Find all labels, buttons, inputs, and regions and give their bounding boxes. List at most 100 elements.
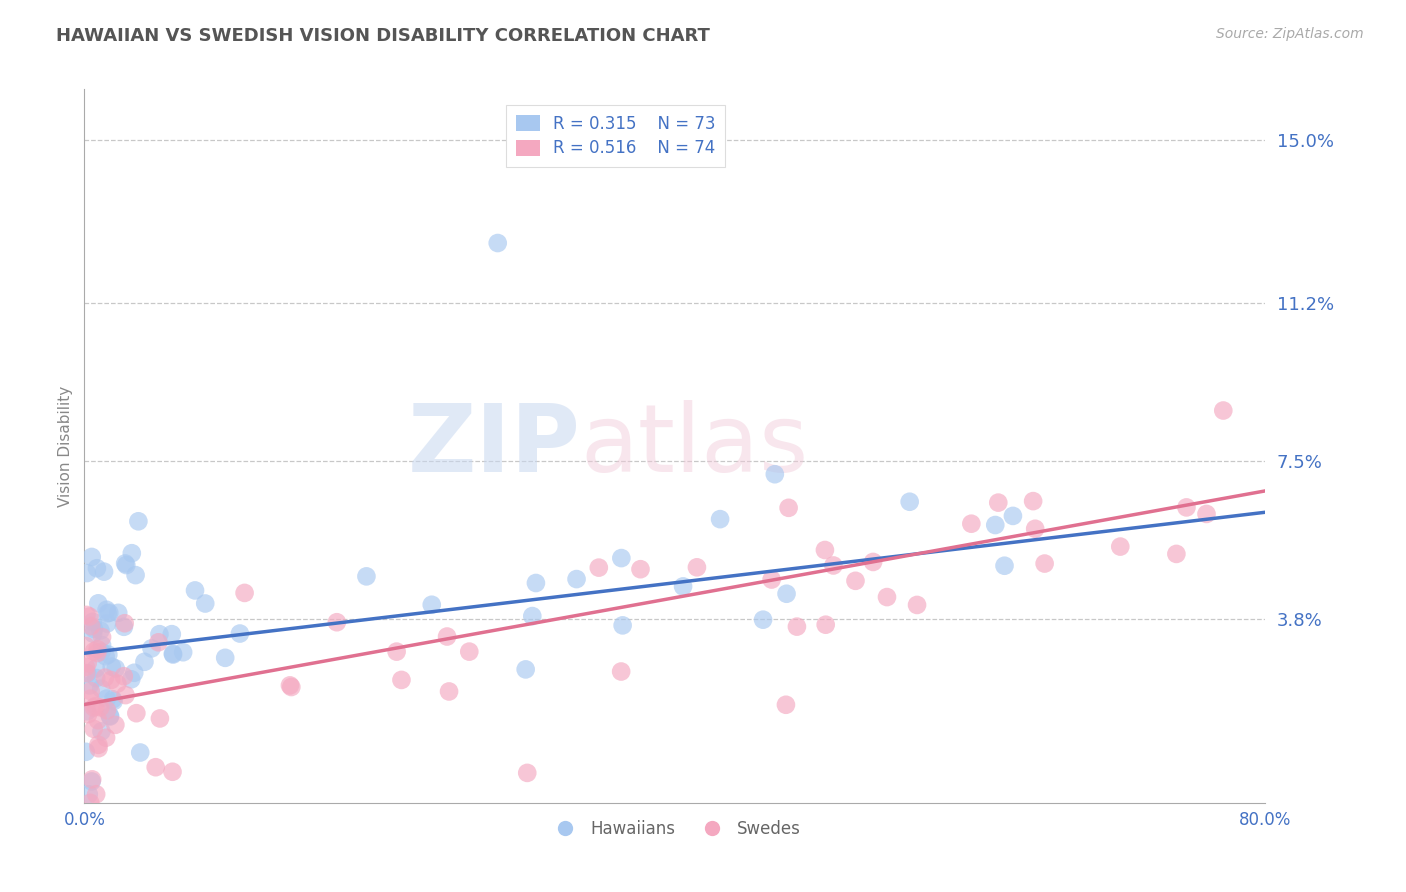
Point (630, 562, 652, 576)
Point (162, 647, 184, 661)
Point (814, 617, 837, 632)
Point (114, 688, 136, 702)
Point (96, 703, 118, 717)
Point (1195, 507, 1218, 521)
Point (86, 561, 108, 575)
Point (524, 576, 547, 591)
Point (326, 615, 349, 630)
Point (77, 707, 100, 722)
Point (80, 549, 103, 564)
Point (82, 626, 104, 640)
Point (129, 746, 152, 760)
Point (84, 661, 107, 675)
Point (76, 666, 98, 681)
Point (103, 694, 125, 708)
Point (610, 665, 633, 679)
Point (98, 606, 121, 620)
Text: ZIP: ZIP (408, 400, 581, 492)
Point (120, 673, 142, 687)
Point (105, 676, 128, 690)
Point (89, 624, 111, 638)
Point (778, 500, 800, 515)
Point (905, 598, 928, 612)
Point (420, 598, 443, 612)
Point (814, 543, 837, 558)
Point (84, 671, 107, 685)
Point (76, 704, 98, 718)
Point (114, 557, 136, 571)
Point (96, 603, 118, 617)
Point (194, 597, 217, 611)
Point (100, 673, 122, 687)
Point (612, 618, 634, 632)
Point (145, 760, 167, 774)
Point (233, 586, 256, 600)
Point (76, 607, 98, 622)
Point (763, 467, 786, 482)
Point (76, 566, 98, 580)
Point (104, 718, 127, 732)
Point (83, 700, 105, 714)
Point (83, 722, 105, 736)
Point (107, 606, 129, 620)
Point (79, 609, 101, 624)
Point (786, 619, 808, 633)
Point (94, 731, 117, 745)
Point (1175, 500, 1198, 515)
Point (77, 787, 100, 801)
Point (101, 692, 124, 706)
Point (84, 787, 107, 801)
Point (86, 642, 108, 657)
Point (104, 661, 127, 675)
Point (97, 648, 120, 662)
Point (86, 646, 108, 660)
Point (112, 669, 135, 683)
Point (115, 558, 138, 572)
Point (83, 644, 105, 658)
Point (149, 711, 172, 725)
Point (75, 639, 97, 653)
Point (219, 867, 242, 881)
Point (565, 572, 588, 586)
Legend: Hawaiians, Swedes: Hawaiians, Swedes (543, 814, 807, 845)
Point (984, 518, 1007, 533)
Point (125, 706, 148, 721)
Point (162, 648, 184, 662)
Point (84, 699, 107, 714)
Point (588, 560, 610, 574)
Point (709, 512, 731, 526)
Point (82, 615, 104, 629)
Point (672, 579, 695, 593)
Point (80, 619, 103, 633)
Point (993, 558, 1015, 573)
Point (76, 656, 98, 670)
Point (391, 673, 413, 687)
Point (75, 745, 97, 759)
Point (112, 620, 135, 634)
Point (127, 514, 149, 528)
Point (89, 700, 111, 714)
Point (98, 709, 121, 723)
Point (1166, 547, 1188, 561)
Point (87, 596, 110, 610)
Text: Source: ZipAtlas.com: Source: ZipAtlas.com (1216, 27, 1364, 41)
Point (79, 678, 101, 692)
Point (121, 546, 143, 560)
Point (752, 613, 775, 627)
Point (87, 738, 110, 752)
Point (94, 671, 117, 685)
Point (75, 666, 97, 681)
Point (96, 691, 118, 706)
Point (90, 681, 112, 696)
Point (823, 558, 845, 573)
Point (100, 659, 122, 673)
Point (148, 635, 170, 649)
Point (122, 665, 145, 680)
Text: HAWAIIAN VS SWEDISH VISION DISABILITY CORRELATION CHART: HAWAIIAN VS SWEDISH VISION DISABILITY CO… (56, 27, 710, 45)
Point (486, 235, 509, 250)
Point (356, 569, 378, 583)
Point (160, 627, 183, 641)
Point (96, 616, 118, 631)
Point (515, 662, 537, 676)
Point (79, 796, 101, 810)
